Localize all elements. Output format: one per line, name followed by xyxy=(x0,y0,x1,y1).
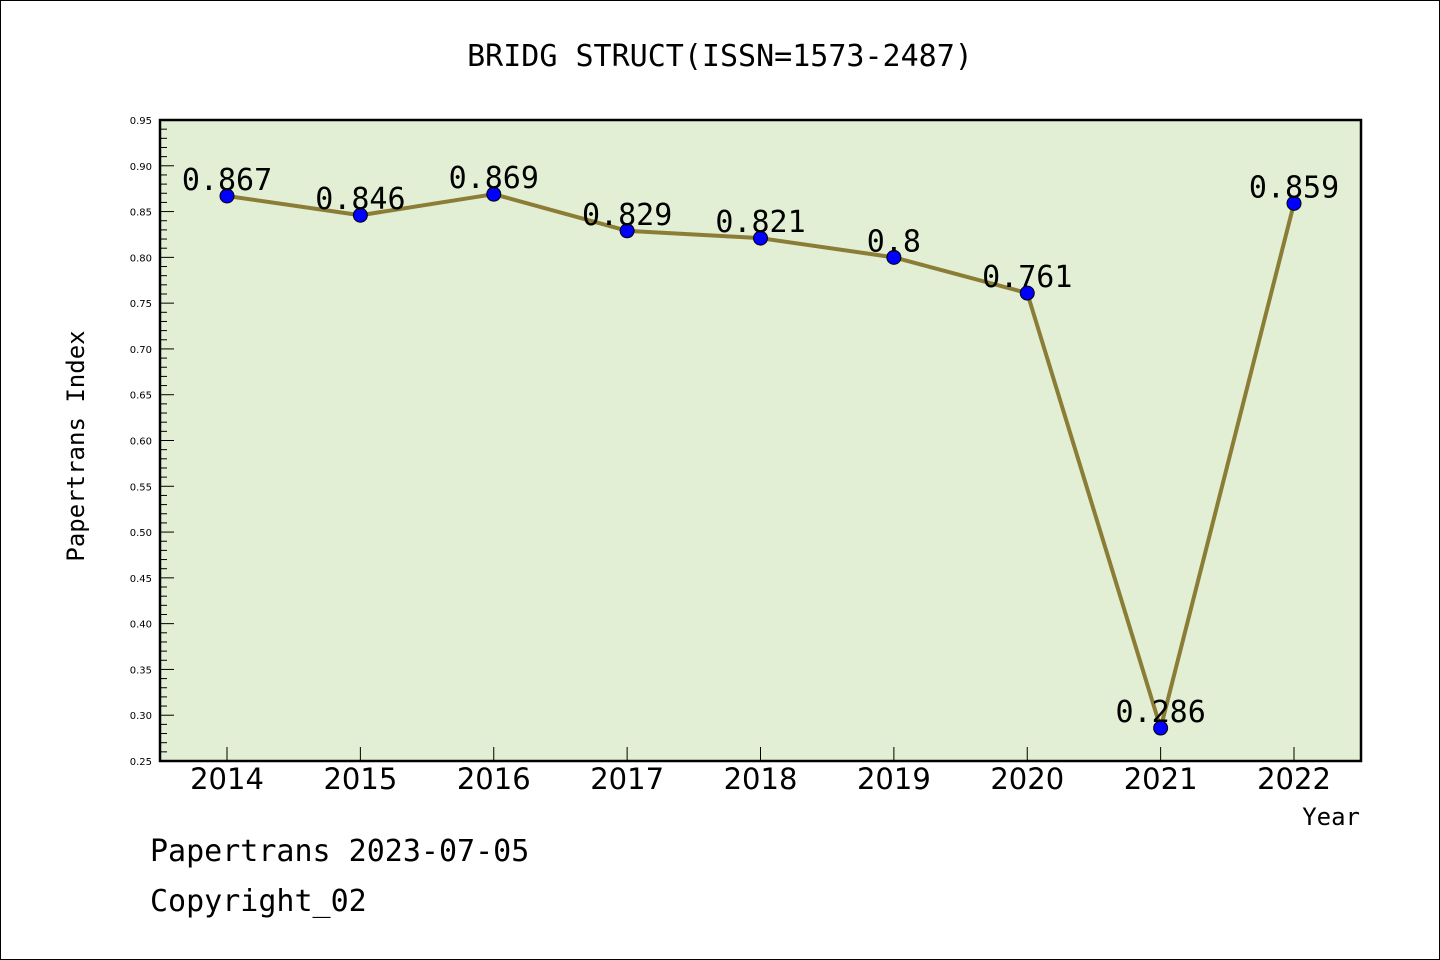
y-tick-label: 0.30 xyxy=(130,711,152,722)
y-tick-label: 0.35 xyxy=(130,665,152,676)
y-tick-label: 0.80 xyxy=(130,253,152,264)
x-tick-label: 2014 xyxy=(190,762,264,796)
x-tick-label: 2021 xyxy=(1124,762,1198,796)
y-tick-label: 0.55 xyxy=(130,482,152,493)
y-tick-label: 0.45 xyxy=(130,574,152,585)
x-tick-label: 2022 xyxy=(1257,762,1331,796)
y-tick-label: 0.90 xyxy=(130,162,152,173)
chart-title: BRIDG STRUCT(ISSN=1573-2487) xyxy=(467,39,973,74)
data-markers xyxy=(219,186,1302,736)
footer-copyright: Copyright_02 xyxy=(150,884,367,919)
y-tick-label: 0.70 xyxy=(130,345,152,356)
x-tick-label: 2015 xyxy=(323,762,397,796)
x-axis-label: Year xyxy=(1302,803,1360,831)
y-tick-label: 0.25 xyxy=(130,757,152,768)
data-point xyxy=(1019,285,1035,301)
x-tick-label: 2020 xyxy=(990,762,1064,796)
footer-date: Papertrans 2023-07-05 xyxy=(150,834,530,869)
data-point xyxy=(886,249,902,265)
y-tick-label: 0.40 xyxy=(130,620,152,631)
data-label: 0.846 xyxy=(315,182,405,217)
data-label: 0.8 xyxy=(867,224,921,259)
y-tick-label: 0.95 xyxy=(130,116,152,127)
data-label: 0.859 xyxy=(1249,170,1339,205)
data-label: 0.286 xyxy=(1115,695,1205,730)
data-point xyxy=(486,186,502,202)
data-point xyxy=(1153,720,1169,736)
data-labels: 0.867 0.846 0.869 0.829 0.821 0.8 0.761 0.286 0.… xyxy=(182,161,1339,730)
data-point xyxy=(352,207,368,223)
data-label: 0.761 xyxy=(982,260,1072,295)
y-axis: 0.25 0.30 0.35 0.40 0.45 0.50 0.55 0.60 0.65 0.70… xyxy=(130,116,174,768)
data-point xyxy=(219,188,235,204)
data-point xyxy=(753,230,768,246)
x-tick-label: 2016 xyxy=(457,762,531,796)
y-tick-label: 0.50 xyxy=(130,528,152,539)
data-point xyxy=(619,223,635,239)
data-point xyxy=(1286,195,1302,211)
data-label: 0.829 xyxy=(582,198,672,233)
y-tick-label: 0.85 xyxy=(130,208,152,219)
plot-area xyxy=(158,118,1363,763)
data-label: 0.867 xyxy=(182,163,272,198)
x-tick-label: 2019 xyxy=(857,762,931,796)
y-axis-label: Papertrans Index xyxy=(62,330,90,561)
data-label: 0.821 xyxy=(715,205,805,240)
data-label: 0.869 xyxy=(449,161,539,196)
x-tick-label: 2017 xyxy=(590,762,664,796)
y-tick-label: 0.60 xyxy=(130,437,152,448)
x-axis: 2014 2015 2016 2017 2018 2019 2020 2021 2022 xyxy=(190,747,1331,796)
x-tick-label: 2018 xyxy=(724,762,798,796)
y-tick-label: 0.65 xyxy=(130,391,152,402)
y-tick-label: 0.75 xyxy=(130,299,152,310)
